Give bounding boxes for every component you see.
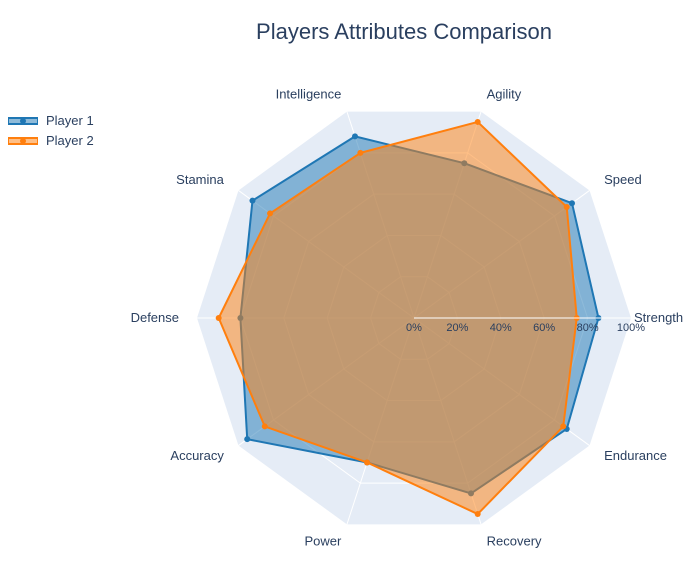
axis-label-strength: Strength [634, 310, 683, 325]
legend: Player 1 Player 2 [7, 110, 94, 150]
data-point-player-1-speed[interactable] [569, 200, 576, 207]
legend-item-player-2[interactable]: Player 2 [7, 130, 94, 150]
axis-label-endurance: Endurance [604, 448, 667, 463]
legend-label-player-2: Player 2 [46, 132, 94, 148]
data-point-player-2-accuracy[interactable] [261, 423, 268, 430]
radial-tick-label: 100% [617, 322, 645, 334]
axis-label-defense: Defense [131, 310, 179, 325]
data-point-player-2-recovery[interactable] [474, 511, 481, 518]
radial-ticks: 0% 20% 40% 60% 80% 100% [406, 317, 645, 334]
axis-label-intelligence: Intelligence [276, 87, 342, 102]
radial-tick-label: 0% [406, 322, 422, 334]
legend-label-player-1: Player 1 [46, 112, 94, 128]
data-point-player-1-intelligence[interactable] [351, 133, 358, 140]
axis-label-accuracy: Accuracy [170, 448, 224, 463]
angular-labels: Strength Speed Agility Intelligence Stamina D… [131, 87, 684, 549]
data-point-player-2-speed[interactable] [563, 204, 570, 211]
data-point-player-2-agility[interactable] [474, 118, 481, 125]
data-point-player-1-accuracy[interactable] [244, 436, 251, 443]
radial-tick-label: 40% [490, 322, 512, 334]
legend-item-player-1[interactable]: Player 1 [7, 110, 94, 130]
axis-label-speed: Speed [604, 172, 642, 187]
series-layer [215, 118, 602, 518]
data-point-player-1-stamina[interactable] [249, 197, 256, 204]
radial-tick-label: 80% [577, 322, 599, 334]
axis-label-power: Power [305, 533, 343, 548]
data-point-player-2-power[interactable] [364, 459, 371, 466]
data-point-player-2-endurance[interactable] [560, 423, 567, 430]
axis-label-stamina: Stamina [176, 172, 224, 187]
data-point-player-2-intelligence[interactable] [357, 149, 364, 156]
radial-tick-label: 60% [533, 322, 555, 334]
axis-label-agility: Agility [487, 87, 522, 102]
radial-tick-label: 20% [446, 322, 468, 334]
chart-title: Players Attributes Comparison [256, 19, 552, 44]
data-point-player-2-stamina[interactable] [267, 210, 274, 217]
axis-label-recovery: Recovery [487, 533, 542, 548]
data-point-player-2-defense[interactable] [215, 315, 222, 321]
